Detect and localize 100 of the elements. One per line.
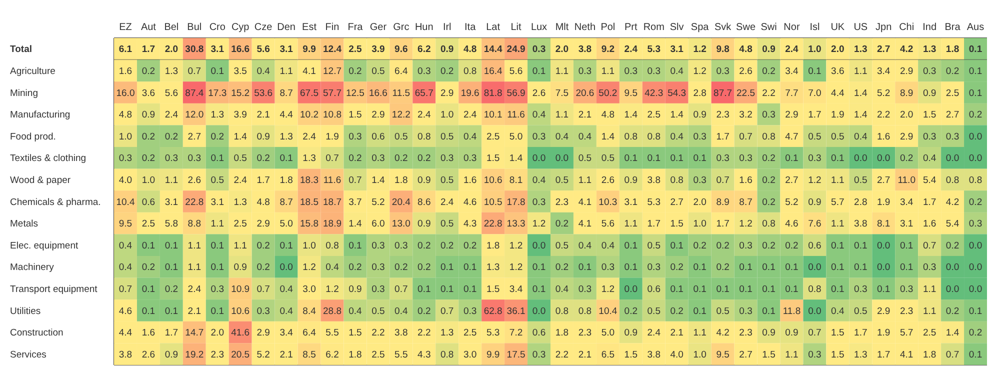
data-label: 20.5 — [231, 349, 250, 360]
data-label: 0.1 — [739, 262, 752, 274]
data-label: 0.4 — [578, 240, 592, 252]
data-label: 1.2 — [739, 218, 752, 230]
data-label: 1.2 — [302, 262, 316, 274]
data-label: 0.0 — [946, 262, 960, 274]
data-label: 0.7 — [256, 284, 270, 296]
data-label: 1.7 — [647, 218, 660, 230]
data-label: 2.9 — [256, 328, 270, 339]
data-label: 0.3 — [601, 262, 615, 274]
data-label: 1.1 — [280, 66, 293, 78]
x-tick-label: Rom — [643, 22, 664, 33]
data-label: 0.8 — [555, 306, 569, 317]
data-label: 8.7 — [280, 196, 293, 208]
data-label: 0.3 — [808, 349, 822, 360]
data-label: 1.7 — [256, 175, 270, 186]
data-label: 0.9 — [256, 131, 270, 142]
data-label: 0.3 — [394, 240, 408, 252]
data-label: 0.2 — [348, 262, 362, 274]
data-label: 16.6 — [368, 88, 388, 99]
data-label: 0.4 — [394, 306, 408, 317]
data-label: 12.4 — [323, 44, 342, 56]
data-label: 0.5 — [578, 153, 592, 164]
data-label: 2.5 — [486, 131, 500, 142]
data-label: 3.2 — [739, 110, 752, 121]
data-label: 0.0 — [968, 240, 982, 252]
data-label: 1.0 — [142, 175, 156, 186]
data-label: 0.2 — [256, 240, 270, 252]
data-label: 2.0 — [900, 110, 914, 121]
data-label: 0.3 — [647, 262, 660, 274]
data-label: 2.5 — [946, 88, 960, 99]
y-tick-label: Elec. equipment — [10, 240, 78, 252]
data-label: 0.4 — [118, 240, 132, 252]
data-label: 4.8 — [118, 110, 132, 121]
y-tick-label: Manufacturing — [10, 110, 70, 121]
data-label: 0.2 — [256, 262, 270, 274]
data-label: 2.5 — [142, 218, 156, 230]
data-label: 0.7 — [348, 175, 362, 186]
data-label: 0.2 — [256, 153, 270, 164]
data-label: 9.6 — [394, 44, 408, 56]
data-label: 0.1 — [693, 284, 706, 296]
data-label: 2.9 — [900, 66, 914, 78]
data-label: 0.9 — [762, 44, 776, 56]
y-tick-label: Metals — [10, 218, 38, 230]
data-label: 2.2 — [555, 349, 569, 360]
data-label: 1.1 — [555, 110, 569, 121]
data-label: 1.3 — [854, 44, 868, 56]
data-label: 1.3 — [210, 110, 224, 121]
data-label: 3.4 — [509, 284, 523, 296]
x-tick-label: Hun — [414, 22, 434, 33]
data-label: 1.1 — [555, 66, 569, 78]
data-label: 0.1 — [164, 262, 178, 274]
data-label: 1.7 — [808, 110, 822, 121]
data-label: 0.4 — [326, 262, 339, 274]
data-label: 0.2 — [900, 153, 914, 164]
data-label: 2.1 — [256, 110, 270, 121]
data-label: 2.4 — [164, 110, 178, 121]
data-label: 0.7 — [188, 66, 202, 78]
data-label: 57.7 — [323, 88, 342, 99]
data-label: 0.0 — [946, 284, 960, 296]
data-label: 2.7 — [946, 110, 960, 121]
data-label: 2.2 — [877, 110, 890, 121]
data-label: 12.7 — [323, 66, 342, 78]
data-label: 2.4 — [418, 110, 431, 121]
data-label: 4.3 — [463, 218, 477, 230]
data-label: 0.0 — [808, 306, 822, 317]
data-label: 0.4 — [118, 262, 132, 274]
data-label: 0.0 — [808, 262, 822, 274]
data-label: 0.3 — [946, 131, 960, 142]
data-label: 0.5 — [854, 175, 868, 186]
y-tick-label: Transport equipment — [10, 284, 98, 296]
data-label: 18.3 — [300, 175, 319, 186]
data-label: 7.7 — [785, 88, 798, 99]
data-label: 1.2 — [693, 66, 706, 78]
data-label: 0.0 — [877, 240, 890, 252]
data-label: 1.7 — [922, 196, 936, 208]
x-tick-label: Irl — [442, 22, 452, 33]
data-label: 0.5 — [808, 131, 822, 142]
data-label: 0.9 — [418, 175, 431, 186]
data-label: 3.4 — [280, 328, 293, 339]
data-label: 0.1 — [624, 262, 638, 274]
data-label: 1.2 — [808, 175, 822, 186]
data-label: 1.0 — [302, 240, 316, 252]
data-label: 1.7 — [877, 349, 890, 360]
data-label: 0.8 — [968, 175, 982, 186]
data-label: 11.5 — [392, 88, 410, 99]
data-label: 0.2 — [968, 110, 982, 121]
data-label: 87.7 — [714, 88, 732, 99]
data-label: 0.2 — [762, 240, 776, 252]
data-label: 0.3 — [716, 66, 730, 78]
x-tick-label: Lat — [486, 22, 500, 33]
data-label: 62.8 — [484, 306, 502, 317]
data-label: 12.0 — [185, 110, 204, 121]
data-label: 0.9 — [762, 328, 776, 339]
data-label: 5.6 — [601, 218, 615, 230]
data-label: 3.9 — [234, 110, 247, 121]
data-label: 0.0 — [946, 153, 960, 164]
data-label: 0.2 — [670, 306, 684, 317]
data-label: 2.0 — [555, 44, 569, 56]
data-label: 1.1 — [922, 306, 936, 317]
